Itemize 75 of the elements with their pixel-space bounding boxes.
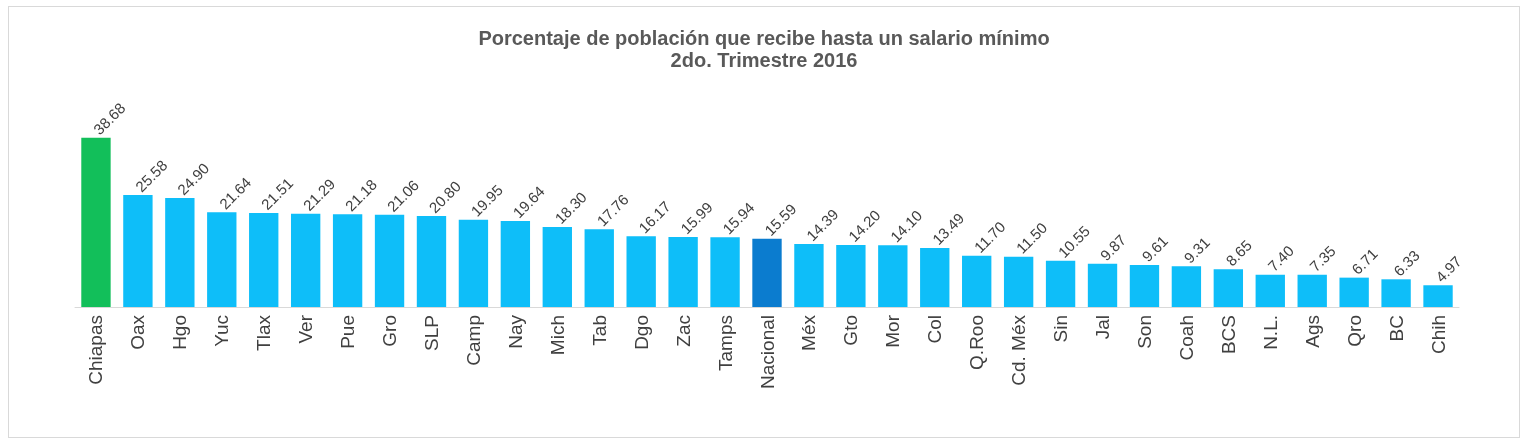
x-tick-label: Tamps: [714, 315, 736, 371]
bar: [290, 213, 321, 307]
bar: [207, 212, 237, 307]
x-tick-label: Chiapas: [85, 315, 107, 385]
x-tick-label: BCS: [1217, 315, 1239, 355]
x-tick-label: Son: [1133, 315, 1155, 349]
x-tick-label: Hgo: [169, 315, 191, 350]
bar: [668, 237, 698, 307]
x-tick-label: Oax: [127, 314, 149, 350]
bar: [1171, 266, 1202, 307]
x-tick-label: Col: [924, 315, 946, 344]
bar: [1213, 269, 1244, 307]
bar: [878, 245, 908, 307]
x-tick-label: Gro: [379, 315, 401, 347]
bar: [1255, 274, 1285, 307]
x-tick-label: BC: [1385, 315, 1407, 342]
x-tick-label: Sin: [1050, 315, 1072, 343]
bar: [1129, 264, 1160, 307]
bar: [1003, 256, 1034, 307]
x-tick-label: Chih: [1427, 315, 1449, 355]
bar: [1045, 260, 1076, 307]
bar: [542, 226, 572, 307]
x-tick-label: Ver: [295, 314, 317, 344]
bar: [920, 247, 950, 307]
x-tick-label: Pue: [337, 315, 359, 349]
bar: [1339, 277, 1369, 307]
chart-subtitle: 2do. Trimestre 2016: [670, 49, 858, 71]
bar: [165, 198, 195, 307]
x-tick-label: Coah: [1175, 315, 1197, 361]
data-label: 7.35: [1306, 242, 1339, 275]
bar: [81, 137, 111, 307]
x-tick-label: Q.Roo: [966, 315, 988, 370]
bar: [1381, 279, 1411, 307]
x-tick-label: Dgo: [630, 315, 652, 350]
data-label: 7.40: [1264, 241, 1297, 275]
x-tick-label: Nay: [504, 314, 526, 349]
bar: [794, 244, 824, 307]
x-tick-label: Zac: [672, 315, 694, 347]
x-tick-label: Camp: [462, 315, 484, 366]
data-label: 9.61: [1138, 232, 1172, 265]
chart-title: Porcentaje de población que recibe hasta un salario mínimo: [478, 27, 1050, 49]
x-tick-label: Tab: [588, 315, 610, 346]
x-tick-label: Mor: [882, 314, 904, 348]
x-tick-label: Méx: [798, 314, 820, 351]
bar: [752, 238, 782, 307]
x-tick-label: Yuc: [211, 315, 233, 347]
bar: [249, 212, 279, 307]
x-tick-label: SLP: [420, 315, 442, 351]
data-label: 6.71: [1348, 245, 1381, 278]
bar: [962, 255, 992, 307]
bar: [584, 229, 614, 307]
x-tick-label: Jal: [1092, 315, 1114, 340]
bar: [1297, 274, 1327, 307]
bar: [710, 237, 740, 307]
bar: [626, 236, 656, 307]
x-tick-label: Tlax: [253, 314, 275, 351]
bar: [123, 195, 153, 307]
x-tick-label: Gto: [840, 315, 862, 346]
bar: [416, 216, 447, 307]
bar: [332, 214, 363, 307]
x-tick-label: Cd. Méx: [1008, 314, 1030, 386]
bar: [1423, 285, 1453, 307]
x-tick-label: N.L.: [1259, 315, 1281, 350]
data-label: 9.31: [1180, 233, 1214, 267]
bar: [1087, 263, 1118, 307]
x-tick-label: Mich: [546, 315, 568, 356]
x-tick-label: Ags: [1301, 315, 1323, 348]
data-label: 6.33: [1390, 246, 1423, 280]
data-label: 4.97: [1432, 252, 1465, 286]
x-tick-label: Nacional: [756, 315, 778, 389]
bar: [500, 221, 531, 307]
x-tick-label: Qro: [1343, 315, 1365, 347]
bar: [458, 219, 489, 307]
bar: [836, 244, 866, 307]
bar: [374, 214, 405, 307]
